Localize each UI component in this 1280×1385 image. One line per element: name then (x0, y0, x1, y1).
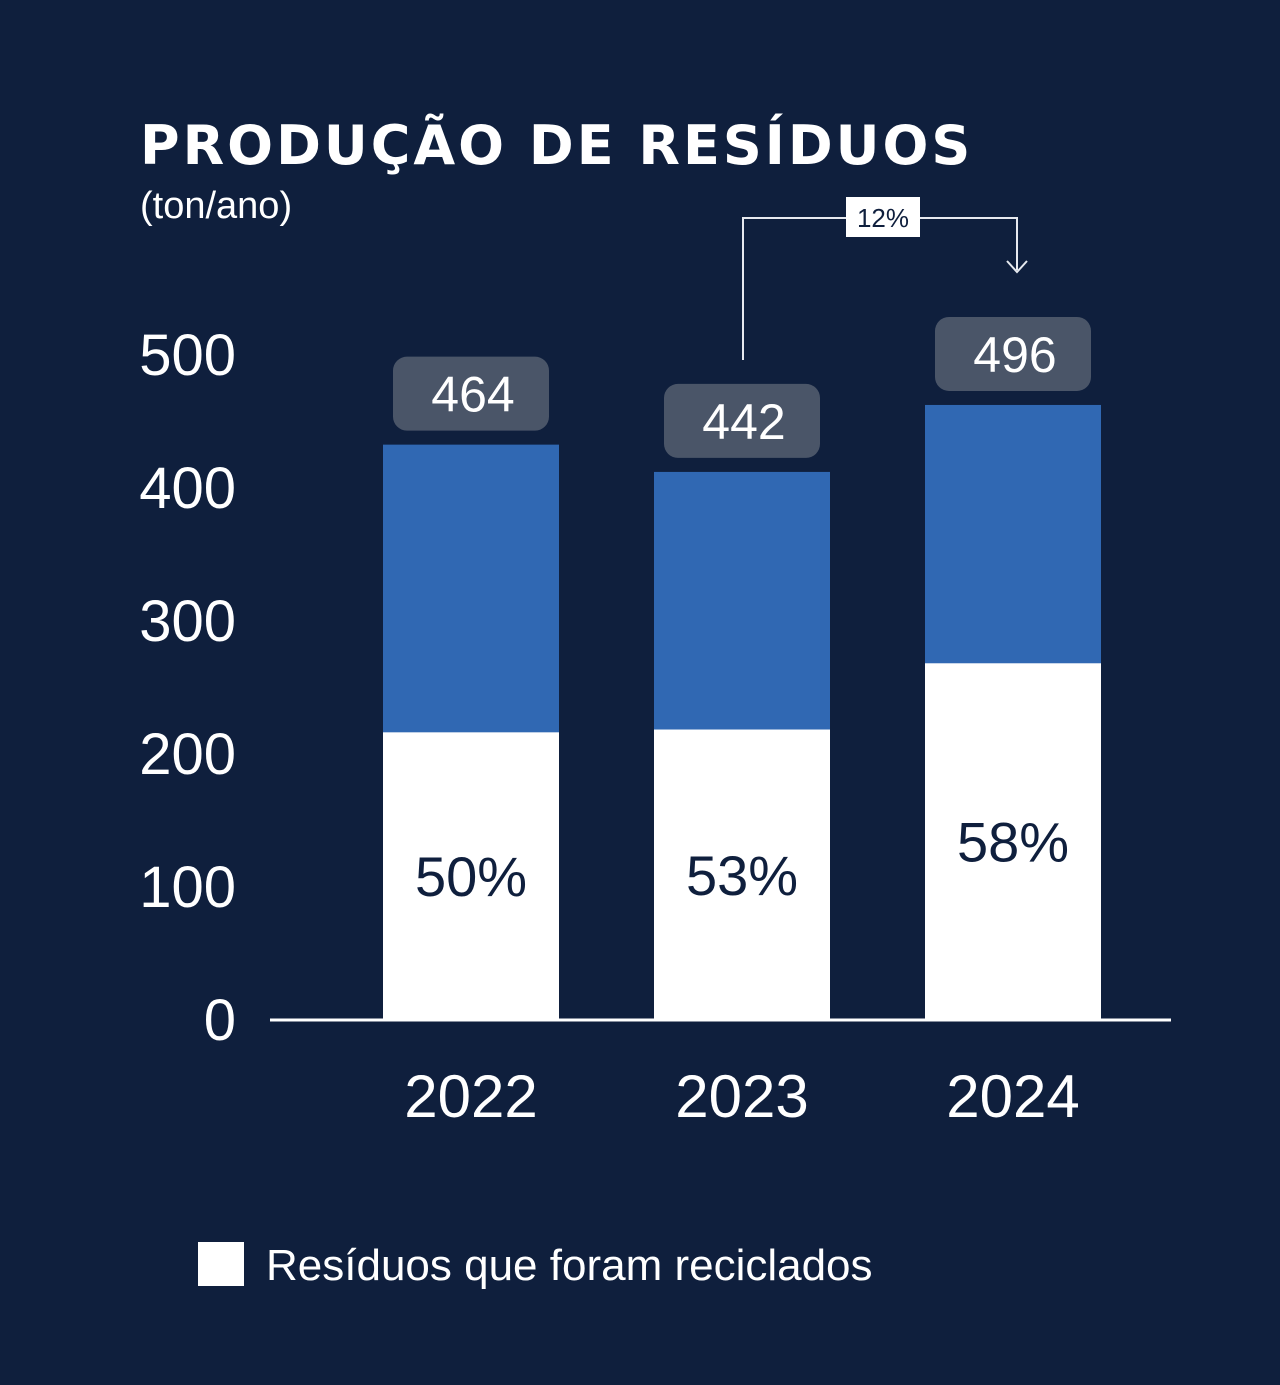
arrow-down-icon (1006, 260, 1028, 274)
legend-swatch (198, 1242, 244, 1286)
annotation-box (846, 197, 920, 237)
recycled-percent-label: 53% (686, 844, 798, 907)
bar-group-2024: 496 58% 2024 (925, 316, 1101, 1130)
chart-title: PRODUÇÃO DE RESÍDUOS (140, 114, 973, 177)
total-data-label: 496 (973, 327, 1056, 383)
growth-annotation: 12% (742, 197, 1028, 360)
y-tick-label: 100 (139, 855, 236, 920)
x-tick-label: 2022 (404, 1063, 537, 1130)
y-tick-label: 500 (139, 323, 236, 388)
total-data-label: 442 (702, 394, 785, 450)
chart-subtitle: (ton/ano) (140, 185, 292, 227)
x-tick-label: 2024 (946, 1063, 1079, 1130)
legend-label: Resíduos que foram reciclados (266, 1241, 873, 1290)
x-tick-label: 2023 (675, 1063, 808, 1130)
total-label-box (935, 316, 1091, 391)
y-tick-label: 200 (139, 722, 236, 787)
bar-group-2022: 464 50% 2022 (383, 356, 559, 1130)
recycled-percent-label: 58% (957, 811, 1069, 874)
recycled-bar (383, 732, 559, 1020)
y-tick-label: 300 (139, 589, 236, 654)
total-label-box (393, 356, 549, 431)
recycled-percent-label: 50% (415, 845, 527, 908)
recycled-bar (925, 663, 1101, 1020)
total-label-box (664, 383, 820, 458)
y-tick-label: 400 (139, 456, 236, 521)
recycled-bar (654, 729, 830, 1020)
y-tick-label: 0 (204, 988, 236, 1053)
bar-group-2023: 442 53% 2023 (654, 383, 830, 1130)
total-data-label: 464 (431, 367, 514, 423)
annotation-label: 12% (857, 203, 909, 233)
